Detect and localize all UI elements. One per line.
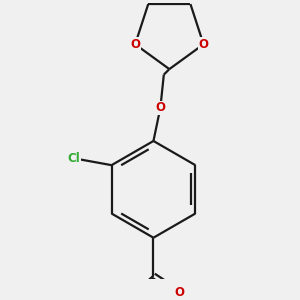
Text: O: O: [130, 38, 140, 51]
Text: O: O: [199, 38, 208, 51]
Text: Cl: Cl: [67, 152, 80, 165]
Text: O: O: [155, 101, 165, 114]
Text: O: O: [175, 286, 185, 299]
